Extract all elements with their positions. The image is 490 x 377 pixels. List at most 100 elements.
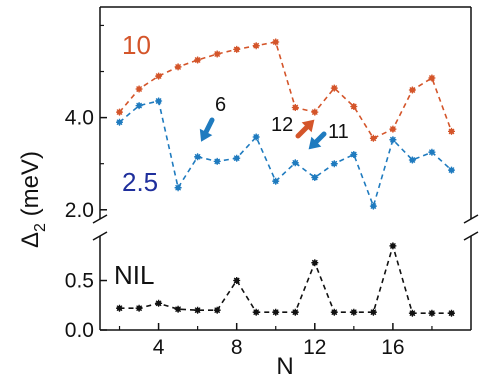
y-tick-label-lower: 0.0 xyxy=(65,319,94,342)
data-point xyxy=(428,309,436,317)
data-point xyxy=(174,305,182,313)
data-point xyxy=(369,202,377,210)
data-point-star xyxy=(233,154,241,162)
data-point xyxy=(213,306,221,314)
data-point xyxy=(194,153,202,161)
data-point xyxy=(448,127,455,135)
data-point-star xyxy=(330,84,338,92)
data-point xyxy=(252,42,260,50)
data-point-star xyxy=(213,306,221,314)
annotation-arrow-head xyxy=(308,136,322,150)
annotation-arrow-shaft xyxy=(203,117,215,135)
series-label-2.5: 2.5 xyxy=(122,167,158,197)
data-point-star xyxy=(174,184,182,192)
data-point-star xyxy=(174,63,182,71)
data-point-star xyxy=(116,304,123,312)
data-point xyxy=(448,166,455,174)
data-point xyxy=(155,299,163,307)
data-point xyxy=(155,72,163,80)
data-point-star xyxy=(135,102,143,110)
data-point-star xyxy=(330,160,338,168)
data-point-star xyxy=(233,45,241,53)
data-point xyxy=(408,309,416,317)
data-point xyxy=(213,50,221,58)
data-point-star xyxy=(408,309,416,317)
data-point-star xyxy=(408,86,416,94)
data-point xyxy=(311,259,319,267)
data-point xyxy=(330,308,338,316)
data-point-star xyxy=(311,259,319,267)
data-point-star xyxy=(389,125,397,133)
x-axis-title: N xyxy=(276,353,293,377)
data-point-star xyxy=(252,42,260,50)
data-point xyxy=(350,308,358,316)
data-point-star xyxy=(428,148,436,156)
data-point xyxy=(233,45,241,53)
data-point-star xyxy=(213,50,221,58)
data-point xyxy=(233,277,241,284)
data-point-star xyxy=(448,166,455,174)
data-point xyxy=(213,157,221,165)
data-point xyxy=(428,74,436,82)
data-point-star xyxy=(174,305,182,313)
data-point xyxy=(116,108,123,116)
axis-break-mark xyxy=(463,214,479,224)
data-point xyxy=(252,308,260,316)
data-point-star xyxy=(155,72,163,80)
data-point-star xyxy=(272,38,280,46)
x-tick-label: 8 xyxy=(231,336,243,359)
y-axis-title: Δ2 (meV) xyxy=(17,151,49,248)
data-point-star xyxy=(350,151,358,158)
data-point xyxy=(174,184,182,192)
annotation-layer: 6 12 11 xyxy=(199,94,349,150)
data-point-star xyxy=(155,97,163,105)
data-point-star xyxy=(213,157,221,165)
y-tick-label-lower: 0.5 xyxy=(65,270,94,293)
annotation-arrow-head xyxy=(301,119,315,133)
data-point xyxy=(408,156,416,164)
data-point-star xyxy=(155,299,163,307)
data-point xyxy=(389,242,397,250)
annotation-label-11: 11 xyxy=(328,121,349,143)
series-line-10 xyxy=(118,41,453,140)
data-point xyxy=(135,85,143,93)
data-point-star xyxy=(194,306,202,314)
data-point-star xyxy=(116,108,123,116)
data-point-star xyxy=(194,56,202,64)
data-point-star xyxy=(350,308,358,316)
annotation-arrow-shaft xyxy=(313,131,327,145)
series-line-2.5 xyxy=(118,100,453,209)
annotation-label-12: 12 xyxy=(271,114,293,136)
data-point xyxy=(116,118,123,126)
data-point-star xyxy=(389,136,397,144)
data-point xyxy=(369,308,377,316)
data-point xyxy=(330,84,338,92)
y-tick-label-upper: 4.0 xyxy=(65,107,94,130)
data-point xyxy=(408,86,416,94)
data-point-star xyxy=(389,242,397,250)
series-label-10: 10 xyxy=(122,30,151,60)
series-label-NIL: NIL xyxy=(114,260,154,290)
data-point-star xyxy=(311,174,319,181)
data-point xyxy=(311,108,319,116)
data-point xyxy=(252,133,260,141)
data-point-star xyxy=(116,118,123,126)
data-point xyxy=(311,174,319,181)
data-point-star xyxy=(194,153,202,161)
data-point xyxy=(272,177,280,185)
data-point-star xyxy=(135,304,143,312)
data-point xyxy=(155,97,163,105)
data-point xyxy=(135,102,143,110)
data-point xyxy=(194,306,202,314)
data-point-star xyxy=(291,308,299,316)
data-point xyxy=(135,304,143,312)
data-point-star xyxy=(311,108,319,116)
data-point xyxy=(233,154,241,162)
data-point-star xyxy=(428,309,436,317)
x-tick-label: 4 xyxy=(153,336,165,359)
data-point-star xyxy=(272,308,280,316)
annotation-label-6: 6 xyxy=(215,94,226,116)
axis-break-mark xyxy=(92,214,108,224)
series-layer: 10 2.5 NIL xyxy=(114,30,455,317)
annotation-arrow-head xyxy=(199,128,213,142)
